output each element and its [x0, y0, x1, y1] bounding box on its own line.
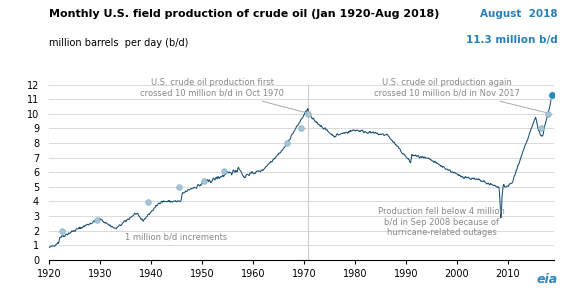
Text: Production fell below 4 million
b/d in Sep 2008 because of
hurricane-related out: Production fell below 4 million b/d in S… — [378, 207, 505, 237]
Text: U.S. crude oil production again
crossed 10 million b/d in Nov 2017: U.S. crude oil production again crossed … — [374, 79, 546, 112]
Text: August  2018: August 2018 — [480, 9, 558, 19]
Text: Monthly U.S. field production of crude oil (Jan 1920-Aug 2018): Monthly U.S. field production of crude o… — [49, 9, 439, 19]
Text: U.S. crude oil production first
crossed 10 million b/d in Oct 1970: U.S. crude oil production first crossed … — [140, 79, 305, 112]
Text: million barrels  per day (b/d): million barrels per day (b/d) — [49, 38, 188, 48]
Text: 11.3 million b/d: 11.3 million b/d — [466, 35, 558, 45]
Text: 1 million b/d increments: 1 million b/d increments — [125, 233, 227, 242]
Text: eia: eia — [537, 273, 558, 286]
